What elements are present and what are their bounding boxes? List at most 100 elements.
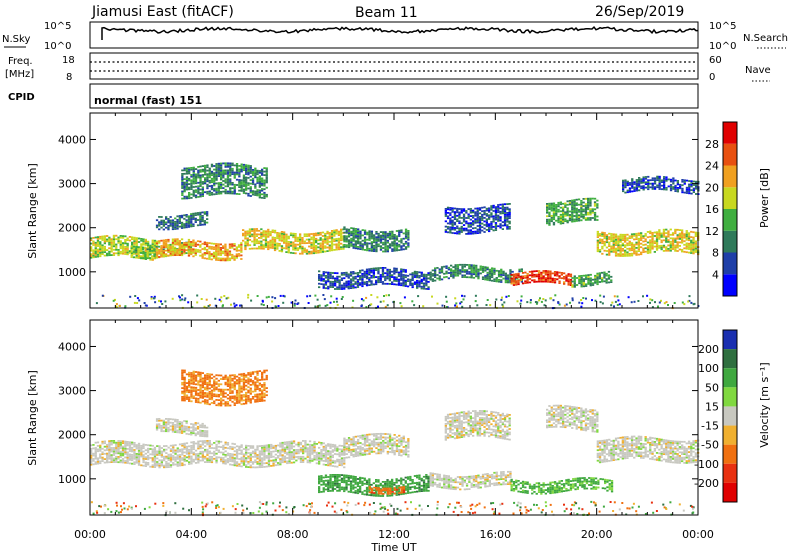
heatmap-cell — [251, 174, 255, 177]
heatmap-cell — [637, 248, 640, 251]
heatmap-cell — [642, 178, 645, 180]
heatmap-cell — [121, 458, 125, 460]
heatmap-cell — [690, 189, 693, 191]
heatmap-cell — [352, 276, 355, 279]
heatmap-cell — [119, 447, 122, 450]
heatmap-cell — [235, 248, 238, 250]
heatmap-cell — [126, 253, 129, 256]
heatmap-cell — [452, 275, 455, 277]
heatmap-cell — [240, 453, 243, 455]
heatmap-cell — [486, 271, 489, 274]
heatmap-cell — [132, 252, 136, 255]
heatmap-cell — [169, 247, 172, 250]
heatmap-cell — [665, 179, 668, 182]
heatmap-cell — [563, 272, 566, 275]
heatmap-cell — [669, 242, 672, 245]
heatmap-cell — [651, 184, 654, 187]
heatmap-cell — [251, 230, 254, 232]
heatmap-cell — [402, 248, 405, 251]
heatmap-cell — [103, 249, 106, 252]
heatmap-cell — [379, 247, 383, 249]
heatmap-cell — [404, 281, 407, 284]
heatmap-cell — [255, 240, 258, 243]
heatmap-cell — [335, 229, 338, 231]
heatmap-cell — [565, 276, 568, 279]
heatmap-cell — [556, 274, 559, 277]
heatmap-cell — [418, 275, 421, 277]
heatmap-cell — [610, 249, 613, 251]
heatmap-cell — [508, 211, 511, 214]
heatmap-cell — [178, 454, 182, 456]
heatmap-cell — [162, 251, 165, 254]
heatmap-cell — [352, 229, 355, 232]
heatmap-cell — [110, 455, 113, 458]
heatmap-cell — [580, 203, 583, 206]
heatmap-cell — [121, 445, 125, 448]
heatmap-cell — [580, 276, 583, 279]
heatmap-cell — [147, 451, 150, 454]
heatmap-cell — [110, 457, 113, 460]
heatmap-cell — [548, 204, 551, 207]
heatmap-cell — [690, 246, 693, 249]
heatmap-cell — [229, 447, 232, 450]
heatmap-cell — [199, 176, 202, 178]
heatmap-cell — [658, 245, 661, 247]
power-heatmap — [90, 162, 700, 310]
heatmap-cell — [651, 306, 654, 309]
heatmap-cell — [690, 243, 693, 245]
heatmap-cell — [197, 166, 200, 168]
heatmap-cell — [265, 462, 268, 464]
heatmap-cell — [301, 242, 304, 245]
heatmap-cell — [467, 208, 470, 210]
heatmap-cell — [258, 194, 261, 197]
heatmap-cell — [468, 265, 471, 268]
heatmap-cell — [653, 179, 657, 181]
heatmap-cell — [215, 166, 218, 169]
heatmap-cell — [642, 179, 645, 182]
heatmap-cell — [633, 234, 636, 237]
heatmap-cell — [165, 466, 168, 469]
heatmap-cell — [404, 274, 407, 277]
heatmap-cell — [210, 247, 213, 250]
heatmap-cell — [520, 270, 523, 272]
heatmap-cell — [242, 185, 246, 187]
heatmap-cell — [391, 230, 394, 233]
heatmap-cell — [110, 447, 113, 449]
heatmap-cell — [103, 240, 106, 243]
heatmap-cell — [653, 251, 656, 253]
heatmap-cell — [472, 215, 475, 217]
heatmap-cell — [359, 278, 362, 281]
heatmap-cell — [218, 298, 221, 301]
heatmap-cell — [158, 224, 161, 227]
heatmap-cell — [695, 184, 698, 187]
heatmap-cell — [180, 245, 184, 248]
heatmap-cell — [110, 441, 113, 444]
heatmap-cell — [375, 238, 378, 240]
heatmap-cell — [278, 237, 281, 240]
heatmap-cell — [173, 246, 177, 249]
heatmap-cell — [340, 272, 344, 274]
heatmap-cell — [559, 217, 562, 220]
heatmap-cell — [452, 273, 455, 276]
heatmap-cell — [201, 457, 204, 460]
heatmap-cell — [92, 242, 95, 245]
heatmap-cell — [601, 231, 604, 234]
heatmap-cell — [158, 454, 161, 456]
heatmap-cell — [624, 239, 627, 241]
heatmap-cell — [393, 267, 396, 270]
heatmap-cell — [283, 235, 286, 237]
heatmap-cell — [121, 459, 125, 462]
heatmap-cell — [449, 217, 452, 220]
heatmap-cell — [263, 179, 266, 182]
heatmap-cell — [251, 181, 255, 184]
heatmap-cell — [462, 229, 466, 232]
heatmap-cell — [381, 267, 385, 269]
heatmap-cell — [201, 174, 204, 176]
heatmap-cell — [258, 233, 261, 236]
heatmap-cell — [596, 274, 599, 277]
heatmap-cell — [238, 165, 241, 167]
heatmap-cell — [267, 444, 271, 446]
heatmap-cell — [269, 245, 272, 247]
heatmap-cell — [240, 247, 243, 250]
heatmap-cell — [544, 270, 547, 272]
